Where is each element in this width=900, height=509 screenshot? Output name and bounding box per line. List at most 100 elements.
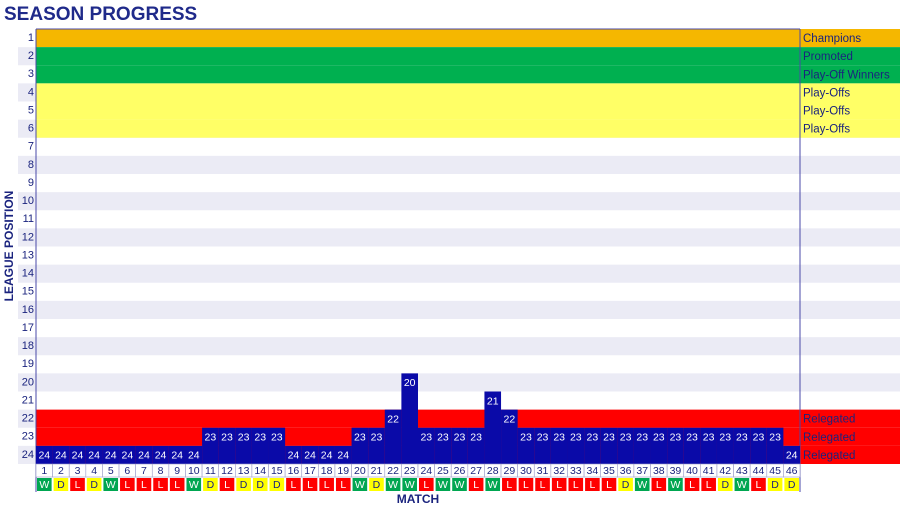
result-cell xyxy=(385,478,401,491)
result-label: L xyxy=(506,479,512,491)
result-cell xyxy=(618,478,633,491)
bar xyxy=(102,445,120,464)
result-cell xyxy=(136,478,152,491)
bar-label: 23 xyxy=(205,432,217,444)
row-stripe xyxy=(18,373,900,392)
result-cell xyxy=(634,478,650,491)
result-label: W xyxy=(637,479,647,491)
x-tick-label: 31 xyxy=(537,465,549,477)
x-tick-label: 27 xyxy=(470,465,482,477)
bar xyxy=(617,427,634,464)
bar xyxy=(251,427,269,464)
zone-label: Relegated xyxy=(803,432,855,444)
y-tick-label: 1 xyxy=(28,32,34,44)
result-cell xyxy=(37,478,52,491)
zone-label: Play-Offs xyxy=(803,87,850,99)
result-cell xyxy=(784,478,799,491)
y-tick-label: 8 xyxy=(28,159,34,171)
result-cell xyxy=(717,478,733,491)
x-tick-label: 21 xyxy=(371,465,383,477)
result-cell xyxy=(203,478,218,491)
bar xyxy=(384,409,402,464)
bar-label: 23 xyxy=(371,432,383,444)
bar xyxy=(534,427,551,464)
x-tick-label: 30 xyxy=(520,465,532,477)
zone-label: Play-Off Winners xyxy=(803,69,890,81)
y-tick-label: 7 xyxy=(28,141,34,153)
result-label: D xyxy=(240,479,248,491)
bar xyxy=(733,427,751,464)
bar-label: 23 xyxy=(603,432,615,444)
result-cell xyxy=(219,478,235,491)
bar-label: 23 xyxy=(254,432,266,444)
result-label: W xyxy=(388,479,398,491)
bar xyxy=(550,427,568,464)
result-label: L xyxy=(656,479,662,491)
result-cell xyxy=(551,478,567,491)
bar-label: 23 xyxy=(354,432,366,444)
x-tick-label: 34 xyxy=(587,465,599,477)
bar xyxy=(584,427,601,464)
x-tick-label: 37 xyxy=(636,465,648,477)
zone-label: Play-Offs xyxy=(803,106,850,118)
bar xyxy=(334,445,352,464)
y-tick-label: 19 xyxy=(22,358,34,370)
match-cell xyxy=(783,463,801,478)
result-cell xyxy=(120,478,135,491)
bar-label: 23 xyxy=(537,432,549,444)
bar-label: 21 xyxy=(487,395,499,407)
bar xyxy=(716,427,734,464)
bar-label: 23 xyxy=(719,432,731,444)
bar-label: 23 xyxy=(470,432,482,444)
bar-label: 24 xyxy=(188,450,200,462)
result-cell xyxy=(485,478,501,491)
bar xyxy=(135,445,153,464)
x-tick-label: 28 xyxy=(487,465,499,477)
result-cell xyxy=(601,478,617,491)
x-tick-label: 43 xyxy=(736,465,748,477)
result-label: L xyxy=(556,479,562,491)
x-tick-label: 39 xyxy=(670,465,682,477)
y-tick-label: 3 xyxy=(28,68,34,80)
bar xyxy=(467,427,485,464)
result-cell xyxy=(335,478,351,491)
result-cell xyxy=(468,478,484,491)
bar xyxy=(501,409,518,464)
result-label: D xyxy=(788,479,796,491)
bar xyxy=(484,391,502,464)
bar-label: 23 xyxy=(238,432,250,444)
bar xyxy=(318,445,335,464)
x-tick-label: 14 xyxy=(254,465,266,477)
x-tick-label: 4 xyxy=(91,465,97,477)
bar-label: 23 xyxy=(420,432,432,444)
bar-label: 23 xyxy=(553,432,565,444)
bar xyxy=(766,427,784,464)
bar-label: 23 xyxy=(736,432,748,444)
bar xyxy=(368,427,385,464)
bar xyxy=(418,427,435,464)
result-label: L xyxy=(423,479,429,491)
row-stripe xyxy=(18,337,900,356)
y-tick-label: 11 xyxy=(23,213,34,225)
result-cell xyxy=(352,478,368,491)
bar-label: 24 xyxy=(304,450,316,462)
x-tick-label: 15 xyxy=(271,465,283,477)
bar-label: 23 xyxy=(454,432,466,444)
result-label: L xyxy=(589,479,595,491)
result-label: W xyxy=(670,479,680,491)
result-label: L xyxy=(340,479,346,491)
y-tick-label: 21 xyxy=(22,394,34,406)
bar xyxy=(633,427,651,464)
result-cell xyxy=(236,478,251,491)
bar-label: 24 xyxy=(105,450,117,462)
result-cell xyxy=(435,478,451,491)
y-tick-label: 15 xyxy=(22,286,34,298)
bar-label: 22 xyxy=(387,413,399,425)
x-tick-label: 35 xyxy=(603,465,615,477)
bar-label: 24 xyxy=(122,450,134,462)
x-tick-label: 26 xyxy=(454,465,466,477)
result-label: L xyxy=(75,479,81,491)
y-tick-label: 6 xyxy=(28,123,34,135)
result-label: L xyxy=(158,479,164,491)
